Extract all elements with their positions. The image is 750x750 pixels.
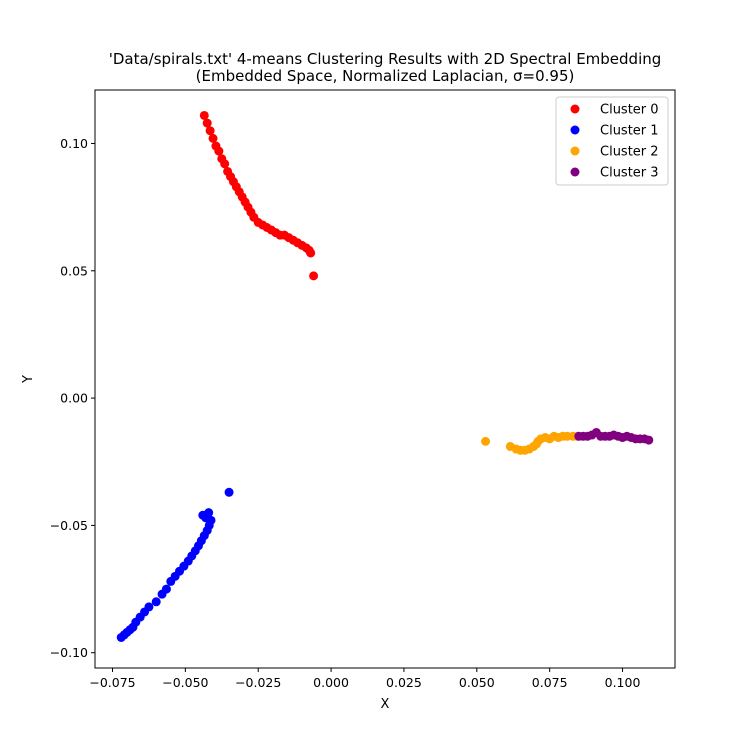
x-tick-label: 0.000 bbox=[313, 675, 349, 690]
y-tick-label: 0.10 bbox=[60, 136, 88, 151]
point-cluster-0-31 bbox=[306, 248, 316, 258]
point-cluster-1-8 bbox=[144, 602, 154, 612]
point-cluster-0-32 bbox=[309, 271, 319, 281]
point-cluster-0-0 bbox=[199, 110, 209, 120]
point-cluster-1-27 bbox=[204, 508, 214, 518]
plot-frame bbox=[94, 89, 676, 669]
x-tick-label: 0.100 bbox=[605, 675, 641, 690]
y-tick-label: −0.05 bbox=[50, 518, 88, 533]
x-tick-label: 0.075 bbox=[532, 675, 568, 690]
point-cluster-2-0 bbox=[481, 436, 491, 446]
point-cluster-1-9 bbox=[151, 597, 161, 607]
point-cluster-0-5 bbox=[214, 146, 224, 156]
legend-marker-cluster-1 bbox=[570, 125, 580, 135]
x-tick-label: 0.050 bbox=[459, 675, 495, 690]
chart-title-line1: 'Data/spirals.txt' 4-means Clustering Re… bbox=[109, 50, 662, 68]
chart-title-line2: (Embedded Space, Normalized Laplacian, σ… bbox=[196, 67, 575, 85]
legend-label-cluster-3: Cluster 3 bbox=[600, 166, 659, 181]
legend-box bbox=[555, 96, 669, 186]
point-cluster-1-28 bbox=[224, 487, 234, 497]
point-cluster-3-16 bbox=[644, 435, 654, 445]
x-axis-label: X bbox=[381, 697, 390, 712]
plot-points bbox=[116, 110, 654, 642]
legend: Cluster 0 Cluster 1 Cluster 2 Cluster 3 bbox=[555, 96, 669, 186]
point-cluster-0-2 bbox=[205, 126, 215, 136]
y-tick-label: 0.00 bbox=[60, 391, 88, 406]
point-cluster-0-7 bbox=[220, 159, 230, 169]
point-cluster-0-1 bbox=[202, 118, 212, 128]
y-axis-label: Y bbox=[21, 375, 36, 384]
x-tick-label: −0.025 bbox=[235, 675, 281, 690]
point-cluster-0-3 bbox=[208, 133, 218, 143]
x-tick-label: −0.050 bbox=[162, 675, 208, 690]
legend-label-cluster-1: Cluster 1 bbox=[600, 124, 659, 139]
y-tick-label: 0.05 bbox=[60, 263, 88, 278]
x-tick-label: 0.025 bbox=[386, 675, 422, 690]
point-cluster-1-11 bbox=[161, 584, 171, 594]
legend-marker-cluster-2 bbox=[570, 146, 580, 156]
y-axis-ticks: −0.10 −0.05 0.00 0.05 0.10 bbox=[50, 136, 95, 660]
y-tick-label: −0.10 bbox=[50, 645, 88, 660]
legend-marker-cluster-0 bbox=[570, 104, 580, 114]
legend-label-cluster-0: Cluster 0 bbox=[600, 103, 659, 118]
x-axis-ticks: −0.075 −0.050 −0.025 0.000 0.025 0.050 0.075 0.… bbox=[89, 668, 640, 690]
legend-marker-cluster-3 bbox=[570, 167, 580, 177]
legend-label-cluster-2: Cluster 2 bbox=[600, 145, 659, 160]
x-tick-label: −0.075 bbox=[89, 675, 135, 690]
